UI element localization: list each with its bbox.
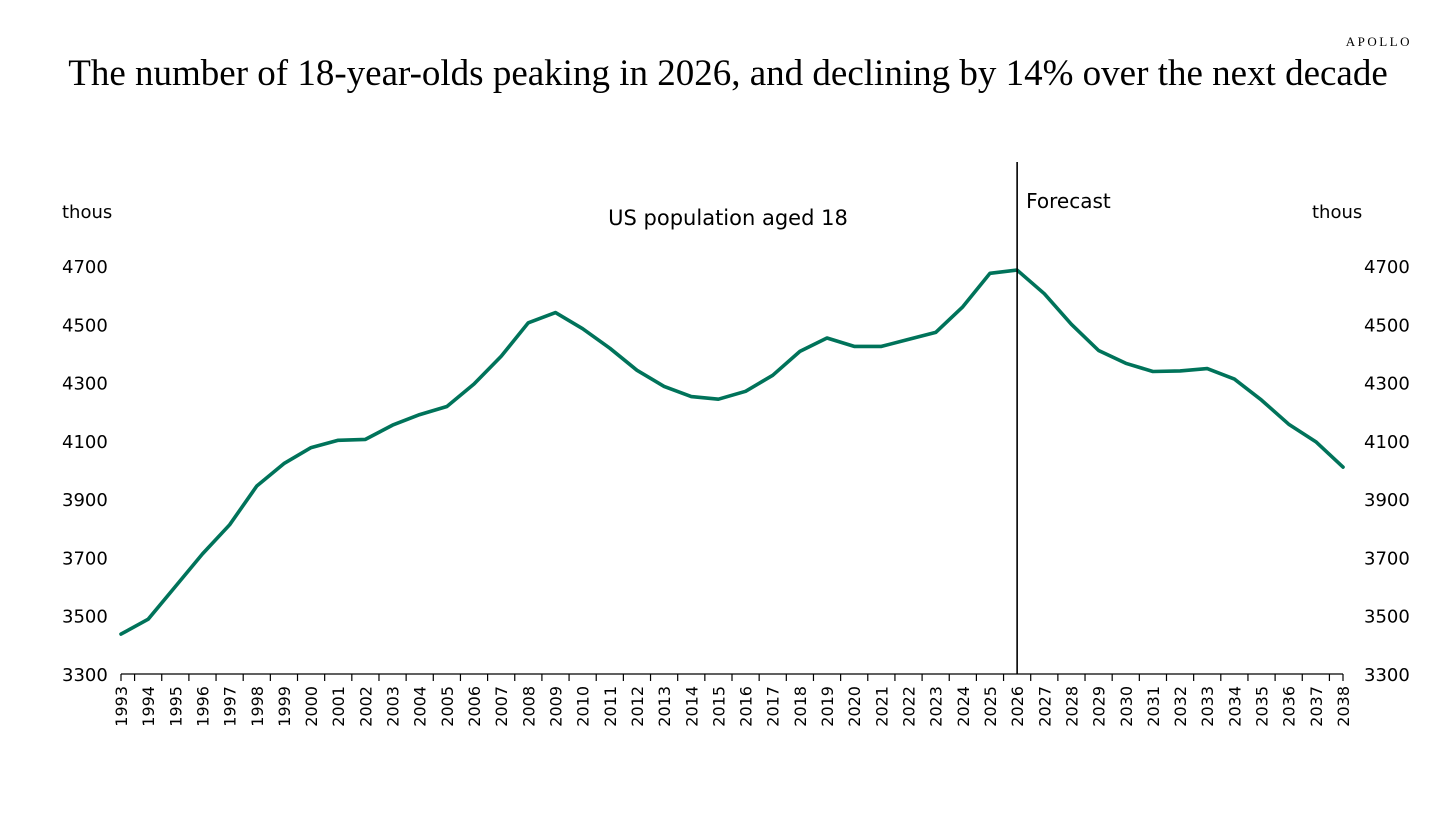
x-tick-label: 2036 [1280,686,1299,727]
x-tick-label: 2003 [384,686,403,727]
x-tick-label: 2014 [682,686,701,727]
x-tick-label: 2017 [764,686,783,727]
right-y-tick-label: 3300 [1364,665,1410,686]
x-tick-label: 1993 [112,686,131,727]
x-tick-label: 2015 [709,686,728,727]
x-tick-label: 2032 [1171,686,1190,727]
left-y-tick-label: 3500 [62,607,108,628]
x-tick-label: 2023 [927,686,946,727]
x-tick-label: 2031 [1144,686,1163,727]
left-y-tick-label: 3900 [62,490,108,511]
x-tick-label: 2000 [302,686,321,727]
left-y-tick-label: 4700 [62,257,108,278]
right-y-tick-label: 3900 [1364,490,1410,511]
right-y-tick-label: 4700 [1364,257,1410,278]
x-tick-label: 2030 [1117,686,1136,727]
x-tick-label: 2027 [1035,686,1054,727]
x-tick-label: 2009 [546,686,565,727]
x-tick-label: 2020 [845,686,864,727]
x-tick-label: 2026 [1008,686,1027,727]
x-tick-label: 2016 [737,686,756,727]
right-y-tick-label: 3500 [1364,607,1410,628]
x-tick-label: 1994 [139,686,158,727]
right-y-tick-label: 4100 [1364,432,1410,453]
x-tick-label: 2022 [900,686,919,727]
x-tick-label: 2013 [655,686,674,727]
x-tick-label: 2002 [356,686,375,727]
x-tick-label: 2025 [981,686,1000,727]
x-tick-label: 2033 [1198,686,1217,727]
right-y-tick-label: 3700 [1364,548,1410,569]
x-axis: 1993 1994 1995 1996 1997 1998 1999 2000 2001 2002… [112,673,1353,727]
x-tick-label: 1999 [275,686,294,727]
x-tick-label: 2018 [791,686,810,727]
chart-subtitle: US population aged 18 [608,206,848,230]
x-tick-label: 1997 [221,686,240,727]
x-tick-label: 2021 [872,686,891,727]
x-tick-label: 2001 [329,686,348,727]
left-y-axis-unit: thous [62,202,112,223]
x-tick-label: 2008 [519,686,538,727]
forecast-label: Forecast [1026,189,1111,213]
x-tick-label: 2028 [1062,686,1081,727]
x-tick-label: 2035 [1253,686,1272,727]
x-tick-label: 2005 [438,686,457,727]
x-tick-label: 2037 [1307,686,1326,727]
x-tick-label: 2038 [1334,686,1353,727]
x-tick-label: 2024 [954,686,973,727]
x-tick-label: 2011 [601,686,620,727]
left-y-axis: 3300 3500 3700 3900 4100 4300 4500 4700 [62,257,108,686]
x-tick-label: 2010 [574,686,593,727]
left-y-tick-label: 4300 [62,374,108,395]
right-y-axis: 3300 3500 3700 3900 4100 4300 4500 4700 [1364,257,1410,686]
apollo-logo: APOLLO [1345,34,1412,49]
x-tick-label: 1995 [166,686,185,727]
series-layer [119,268,1345,636]
x-tick-label: 1996 [193,686,212,727]
left-y-tick-label: 3300 [62,665,108,686]
left-y-tick-label: 4500 [62,315,108,336]
right-y-tick-label: 4300 [1364,374,1410,395]
chart-title: The number of 18-year-olds peaking in 20… [68,53,1388,94]
left-y-tick-label: 4100 [62,432,108,453]
x-tick-label: 2006 [465,686,484,727]
x-tick-label: 1998 [248,686,267,727]
right-y-axis-unit: thous [1312,202,1362,223]
x-tick-label: 2019 [818,686,837,727]
x-tick-label: 2034 [1225,686,1244,727]
x-tick-label: 2007 [492,686,511,727]
x-tick-label: 2029 [1090,686,1109,727]
series-line [119,268,1345,636]
x-tick-label: 2012 [628,686,647,727]
left-y-tick-label: 3700 [62,548,108,569]
x-tick-label: 2004 [411,686,430,727]
right-y-tick-label: 4500 [1364,315,1410,336]
